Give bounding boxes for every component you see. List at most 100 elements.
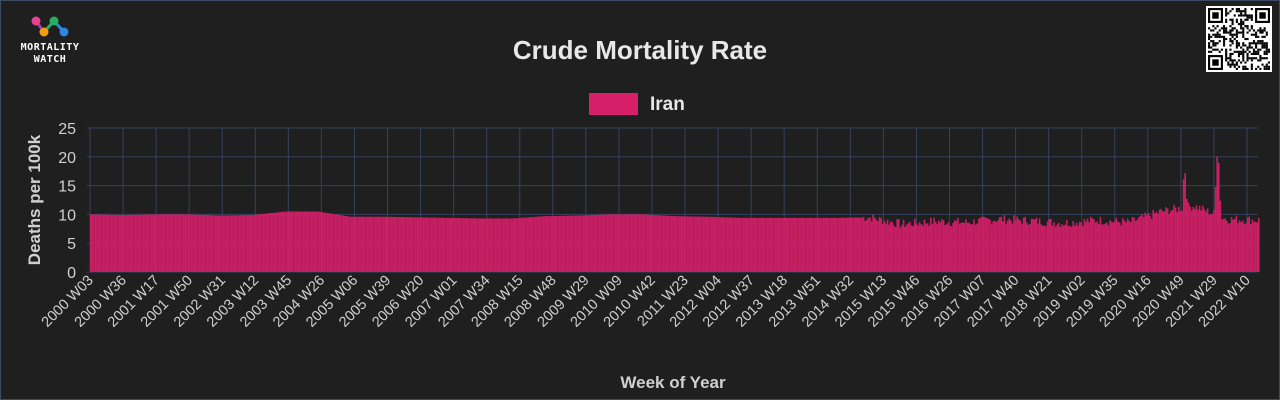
bar[interactable] (790, 217, 793, 272)
bar[interactable] (755, 217, 758, 272)
bar[interactable] (278, 212, 281, 272)
bar[interactable] (550, 216, 553, 272)
bar[interactable] (1075, 222, 1078, 272)
bar[interactable] (1072, 221, 1074, 272)
bar[interactable] (605, 214, 607, 272)
bar[interactable] (728, 217, 730, 272)
bar[interactable] (664, 215, 666, 272)
bar[interactable] (283, 211, 286, 272)
bar[interactable] (1229, 223, 1231, 272)
bar[interactable] (840, 217, 842, 272)
bar[interactable] (704, 216, 706, 272)
bar[interactable] (493, 218, 495, 272)
bar[interactable] (933, 217, 935, 272)
bar[interactable] (1256, 222, 1258, 272)
bar[interactable] (104, 214, 106, 272)
bar[interactable] (758, 217, 761, 272)
bar[interactable] (186, 214, 188, 272)
bar[interactable] (424, 217, 426, 272)
bar[interactable] (1010, 220, 1012, 272)
bar[interactable] (480, 218, 482, 272)
bar[interactable] (920, 224, 922, 272)
bar[interactable] (154, 214, 156, 272)
bar[interactable] (813, 217, 815, 272)
bar[interactable] (280, 211, 282, 272)
bar[interactable] (674, 216, 676, 272)
bar[interactable] (203, 214, 206, 272)
bar[interactable] (1000, 216, 1002, 272)
bar[interactable] (371, 216, 374, 272)
bar[interactable] (296, 211, 298, 272)
bar[interactable] (339, 215, 342, 272)
bar[interactable] (987, 218, 990, 272)
bar[interactable] (648, 214, 650, 272)
bar[interactable] (208, 215, 210, 272)
bar[interactable] (846, 217, 849, 272)
bar[interactable] (310, 211, 313, 272)
bar[interactable] (1184, 173, 1186, 272)
bar[interactable] (267, 213, 270, 272)
bar[interactable] (1056, 224, 1058, 272)
bar[interactable] (387, 216, 390, 272)
bar[interactable] (246, 215, 249, 272)
bar[interactable] (896, 219, 898, 272)
bar[interactable] (1021, 223, 1023, 272)
bar[interactable] (406, 217, 409, 272)
bar[interactable] (1170, 211, 1172, 272)
bar[interactable] (1152, 209, 1154, 272)
bar[interactable] (1139, 215, 1142, 272)
bar[interactable] (602, 214, 604, 272)
bar[interactable] (1171, 209, 1174, 272)
bar[interactable] (856, 217, 858, 273)
bar[interactable] (1051, 225, 1054, 272)
bar[interactable] (1107, 225, 1110, 272)
bar[interactable] (1032, 219, 1034, 272)
bar[interactable] (344, 215, 346, 272)
bar[interactable] (714, 216, 716, 272)
bar[interactable] (683, 216, 686, 272)
bar[interactable] (749, 217, 751, 272)
bar[interactable] (422, 217, 425, 272)
bar[interactable] (797, 217, 799, 272)
bar[interactable] (1251, 219, 1254, 272)
bar[interactable] (526, 217, 529, 272)
bar[interactable] (1213, 210, 1215, 272)
bar[interactable] (1258, 218, 1260, 272)
bar[interactable] (301, 211, 303, 272)
bar[interactable] (747, 217, 750, 272)
bar[interactable] (389, 216, 391, 272)
bar[interactable] (859, 217, 862, 272)
bar[interactable] (1013, 215, 1015, 272)
bar[interactable] (934, 221, 937, 272)
bar[interactable] (1205, 211, 1207, 272)
bar[interactable] (144, 214, 146, 272)
bar[interactable] (1011, 223, 1014, 272)
bar[interactable] (163, 214, 166, 272)
bar[interactable] (243, 215, 246, 272)
bar[interactable] (678, 216, 681, 272)
bar[interactable] (1150, 218, 1153, 272)
bar[interactable] (587, 215, 590, 272)
bar[interactable] (230, 215, 233, 272)
bar[interactable] (570, 215, 572, 272)
bar[interactable] (778, 217, 780, 272)
bar[interactable] (1070, 226, 1073, 272)
bar[interactable] (590, 215, 593, 272)
bar[interactable] (621, 214, 623, 272)
bar[interactable] (264, 213, 266, 272)
bar[interactable] (954, 220, 956, 272)
bar[interactable] (1123, 220, 1126, 272)
bar[interactable] (218, 215, 220, 272)
bar[interactable] (1149, 215, 1151, 272)
bar[interactable] (411, 217, 414, 272)
bar[interactable] (398, 217, 401, 272)
bar[interactable] (947, 222, 950, 272)
bar[interactable] (430, 217, 433, 272)
bar[interactable] (256, 214, 258, 272)
bar[interactable] (614, 214, 617, 272)
bar[interactable] (734, 217, 737, 272)
bar[interactable] (603, 214, 606, 272)
bar[interactable] (558, 215, 561, 272)
bar[interactable] (568, 215, 570, 272)
bar[interactable] (736, 217, 738, 272)
